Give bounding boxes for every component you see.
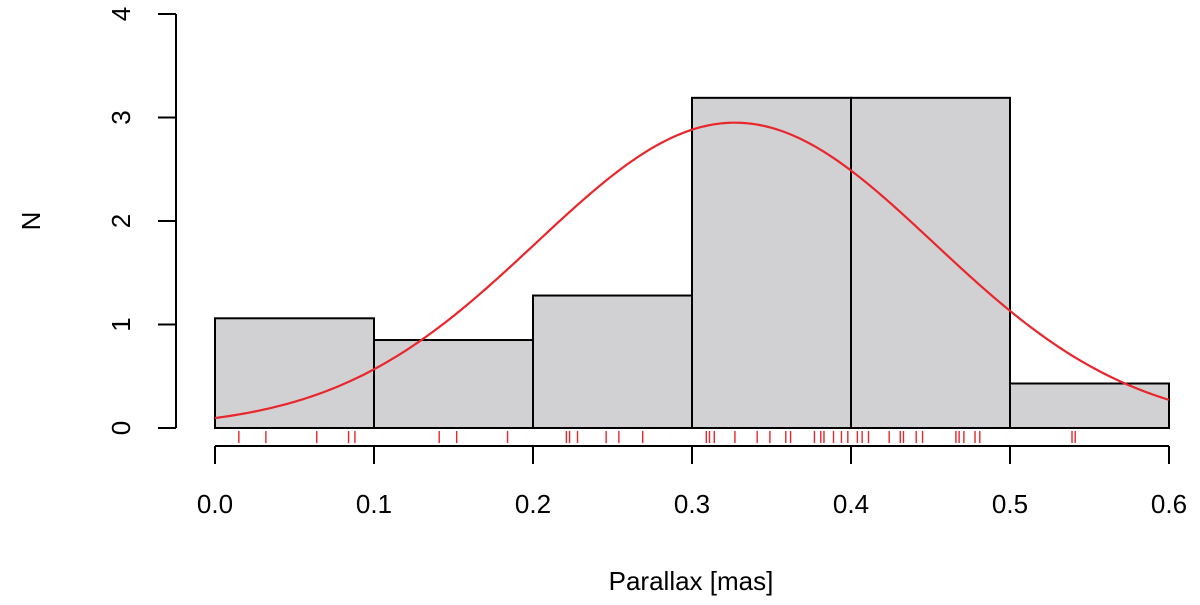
x-tick-label-1: 0.1 (356, 489, 392, 519)
y-tick-label-4: 4 (106, 7, 136, 21)
x-tick-label-4: 0.4 (833, 489, 869, 519)
histogram-bar-0 (214, 317, 375, 430)
x-axis: 0.0 0.1 0.2 0.3 0.4 0.5 0.6 (197, 445, 1187, 519)
histogram-bar-3 (691, 96, 852, 430)
x-tick-label-3: 0.3 (674, 489, 710, 519)
histogram-bars (214, 96, 1170, 430)
x-axis-title: Parallax [mas] (609, 566, 774, 596)
y-axis: 0 1 2 3 4 (106, 7, 177, 435)
histogram-bar-5 (1009, 382, 1170, 429)
gaussian-fit-curve (214, 121, 1170, 420)
y-axis-title: N (16, 212, 46, 231)
y-tick-label-1: 1 (106, 317, 136, 331)
y-tick-label-2: 2 (106, 214, 136, 228)
histogram-bar-1 (373, 339, 534, 429)
histogram-bar-4 (850, 96, 1011, 430)
x-tick-label-5: 0.5 (992, 489, 1028, 519)
rug-marks (238, 431, 1076, 443)
y-tick-label-3: 3 (106, 110, 136, 124)
x-tick-label-6: 0.6 (1151, 489, 1187, 519)
x-tick-label-2: 0.2 (515, 489, 551, 519)
y-tick-label-0: 0 (106, 421, 136, 435)
histogram-bar-2 (532, 294, 693, 429)
x-tick-label-0: 0.0 (197, 489, 233, 519)
